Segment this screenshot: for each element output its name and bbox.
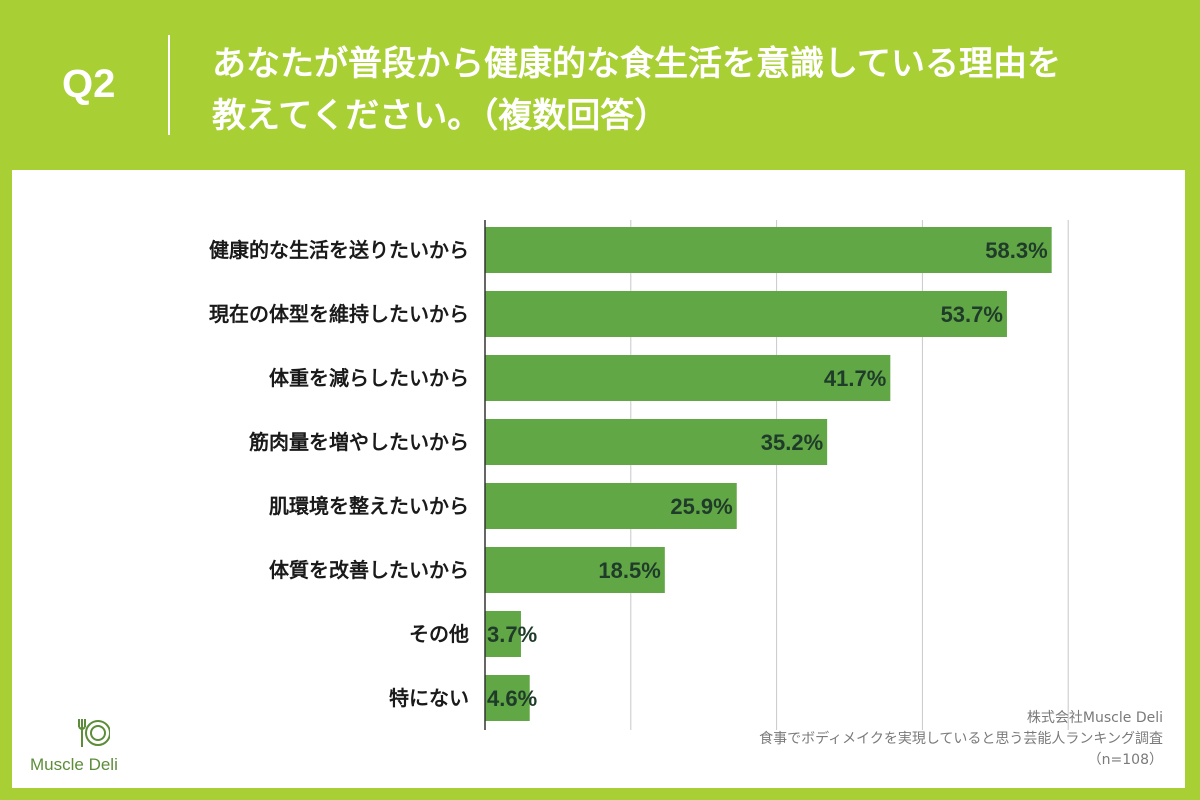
bar-chart: 健康的な生活を送りたいから 58.3% 現在の体型を維持したいから 53.7% 体重を減… [209, 220, 1069, 730]
value-label: 18.5% [598, 558, 660, 583]
question-title: あなたが普段から健康的な食生活を意識している理由を 教えてください。（複数回答） [212, 38, 1172, 142]
bar [485, 419, 828, 465]
category-label: その他 [409, 622, 469, 646]
value-label: 3.7% [487, 622, 537, 647]
value-label: 4.6% [487, 686, 537, 711]
question-number: Q2 [62, 62, 116, 106]
bar [485, 483, 737, 529]
category-label: 体質を改善したいから [269, 558, 469, 582]
category-label: 体重を減らしたいから [269, 366, 469, 390]
category-label: 現在の体型を維持したいから [209, 302, 469, 326]
category-label: 健康的な生活を送りたいから [209, 238, 469, 262]
brand-logo: Muscle Deli [30, 715, 150, 785]
bar [485, 291, 1007, 337]
value-label: 25.9% [670, 494, 732, 519]
value-label: 53.7% [941, 302, 1003, 327]
header: Q2 あなたが普段から健康的な食生活を意識している理由を 教えてください。（複数… [0, 0, 1200, 170]
value-label: 41.7% [824, 366, 886, 391]
header-divider [168, 35, 170, 135]
chart-panel: 健康的な生活を送りたいから 58.3% 現在の体型を維持したいから 53.7% 体重を減… [12, 170, 1185, 788]
fork-plate-knife-icon [78, 718, 118, 747]
brand-logo-text: Muscle Deli [30, 755, 118, 774]
value-label: 58.3% [985, 238, 1047, 263]
category-label: 肌環境を整えたいから [269, 494, 469, 518]
bar [485, 227, 1052, 273]
question-title-line2: 教えてください。（複数回答） [212, 96, 669, 136]
source-survey: 食事でボディメイクを実現していると思う芸能人ランキング調査 [759, 731, 1163, 747]
value-label: 35.2% [761, 430, 823, 455]
bar [485, 355, 891, 401]
bar [485, 547, 665, 593]
source-note: 株式会社Muscle Deli 食事でボディメイクを実現していると思う芸能人ラン… [759, 708, 1163, 771]
category-label: 筋肉量を増やしたいから [249, 430, 469, 454]
source-sample: （n=108） [1087, 752, 1163, 768]
source-company: 株式会社Muscle Deli [1026, 710, 1163, 726]
question-title-line1: あなたが普段から健康的な食生活を意識している理由を [212, 44, 1061, 84]
bar [485, 675, 530, 721]
bar [485, 611, 521, 657]
category-label: 特にない [389, 686, 469, 710]
